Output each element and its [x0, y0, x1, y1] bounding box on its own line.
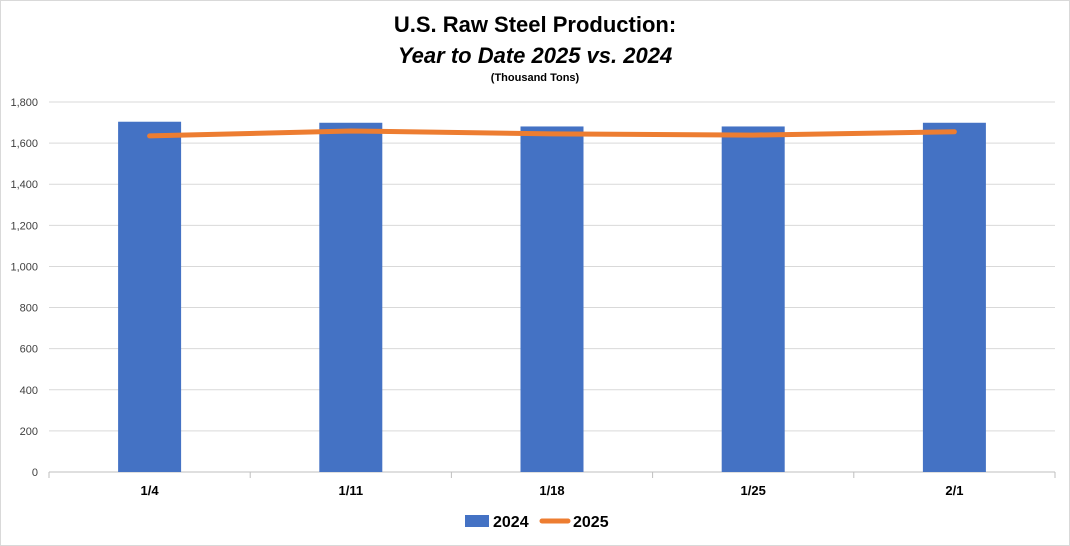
- legend-label-2025: 2025: [573, 514, 609, 531]
- y-tick-label: 1,200: [10, 220, 38, 232]
- y-tick-label: 400: [20, 385, 38, 397]
- bar-2024: [118, 121, 182, 472]
- y-tick-label: 1,400: [10, 179, 38, 191]
- bar-2024: [721, 126, 785, 472]
- chart-title: U.S. Raw Steel Production:: [394, 12, 676, 37]
- y-tick-label: 1,600: [10, 138, 38, 150]
- y-tick-label: 0: [32, 467, 38, 479]
- y-tick-label: 800: [20, 303, 38, 315]
- x-tick-label: 1/18: [539, 483, 564, 498]
- bar-series-2024: [118, 121, 986, 472]
- line-series-2025: [147, 128, 957, 139]
- legend: 2024 2025: [465, 514, 609, 531]
- legend-swatch-2024: [465, 515, 489, 527]
- x-tick-label: 1/11: [339, 483, 364, 498]
- x-tick-label: 1/25: [741, 483, 766, 498]
- units-note: (Thousand Tons): [491, 72, 580, 84]
- y-tick-label: 600: [20, 344, 38, 356]
- bar-2024: [319, 122, 383, 472]
- x-axis: 1/4 1/11 1/18 1/25 2/1: [48, 472, 1056, 498]
- chart-subtitle: Year to Date 2025 vs. 2024: [398, 43, 672, 68]
- bar-2024: [520, 126, 584, 472]
- y-tick-label: 200: [20, 426, 38, 438]
- legend-label-2024: 2024: [493, 514, 529, 531]
- y-tick-label: 1,800: [10, 97, 38, 109]
- x-tick-label: 1/4: [141, 483, 160, 498]
- line-2025: [147, 128, 957, 139]
- bar-2024: [922, 122, 986, 472]
- y-tick-label: 1,000: [10, 261, 38, 273]
- y-axis: 0 200 400 600 800 1,000 1,200 1,400 1,600 1,800: [10, 97, 38, 479]
- x-tick-label: 2/1: [945, 483, 963, 498]
